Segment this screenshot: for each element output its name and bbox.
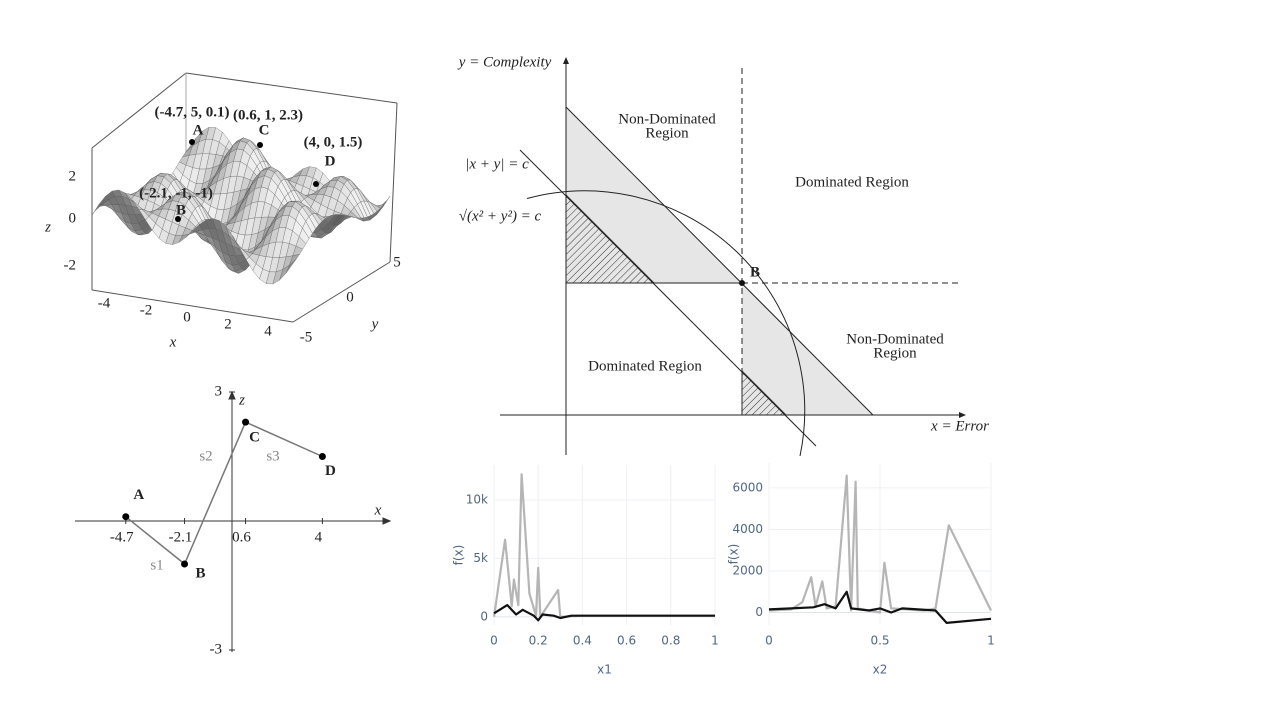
x-tick-label: 4 bbox=[264, 323, 272, 339]
point bbox=[181, 560, 189, 568]
pareto-shapes bbox=[500, 57, 966, 457]
segment-label: s1 bbox=[150, 557, 163, 573]
x-axis-label: x = Error bbox=[930, 418, 989, 434]
z-tick-label: 0 bbox=[69, 210, 77, 226]
x-axis-label: x bbox=[169, 334, 177, 350]
region-label: Region bbox=[873, 345, 917, 361]
point-label: D bbox=[325, 153, 336, 169]
z-tick-label: -3 bbox=[210, 641, 223, 657]
point-coordinates: (-4.7, 5, 0.1) bbox=[155, 104, 230, 120]
point-label: B bbox=[196, 565, 206, 581]
point bbox=[122, 513, 130, 521]
point-label: C bbox=[249, 430, 260, 446]
y-axis-label: f(x) bbox=[452, 545, 466, 566]
x-tick-label: 0.5 bbox=[870, 634, 889, 648]
surface-box bbox=[91, 72, 398, 323]
x-tick-label: 0 bbox=[183, 309, 191, 325]
x-tick-label: 4 bbox=[315, 529, 323, 545]
surface-point bbox=[257, 142, 263, 148]
z-axis-label: z bbox=[238, 392, 245, 408]
point-label: B bbox=[176, 202, 186, 218]
point-coordinates: (0.6, 1, 2.3) bbox=[233, 107, 303, 123]
y-tick-label: 2000 bbox=[732, 564, 763, 578]
x-tick-label: 0.6 bbox=[617, 634, 636, 648]
y-tick-label: 5 bbox=[393, 254, 401, 270]
y-axis-label: y = Complexity bbox=[457, 54, 552, 70]
x-tick-label: 0.2 bbox=[529, 634, 548, 648]
y-tick-label: 4000 bbox=[732, 522, 763, 536]
segment-label: s3 bbox=[266, 448, 279, 464]
z-tick-label: 3 bbox=[215, 383, 223, 399]
surface-facet bbox=[286, 259, 297, 273]
x-tick-label: -4.7 bbox=[110, 529, 134, 545]
z-tick-label: -2 bbox=[64, 257, 77, 273]
x-axis-label: x1 bbox=[597, 663, 612, 677]
point bbox=[242, 418, 250, 426]
point-coordinates: (4, 0, 1.5) bbox=[304, 134, 363, 150]
segment-axes bbox=[75, 390, 392, 652]
series-line bbox=[492, 473, 715, 618]
segment bbox=[183, 421, 247, 565]
x-tick-label: -2.1 bbox=[169, 529, 193, 545]
y-axis-label: y bbox=[370, 316, 379, 332]
y-tick-label: 10k bbox=[466, 493, 488, 507]
region-label: Non-Dominated bbox=[618, 111, 716, 127]
x-tick-label: 0.4 bbox=[573, 634, 592, 648]
surface bbox=[91, 126, 391, 285]
segment bbox=[125, 516, 186, 565]
point-label: A bbox=[133, 487, 144, 503]
point bbox=[318, 453, 326, 460]
point-label: D bbox=[325, 463, 336, 479]
surface-point bbox=[175, 216, 181, 222]
point-label: A bbox=[193, 122, 204, 138]
x-axis-label: x2 bbox=[873, 663, 888, 677]
x-tick-label: -4 bbox=[98, 295, 111, 311]
x-tick-label: 1 bbox=[987, 634, 995, 648]
circle-label: √(x² + y²) = c bbox=[459, 208, 542, 224]
surface-point bbox=[189, 139, 195, 145]
region-label: Dominated Region bbox=[588, 358, 702, 374]
point-label: B bbox=[750, 264, 760, 280]
segment bbox=[245, 421, 323, 458]
region-label: Dominated Region bbox=[795, 174, 909, 190]
x-tick-label: 0.8 bbox=[661, 634, 680, 648]
x-axis-label: x bbox=[374, 502, 382, 518]
y-tick-label: 0 bbox=[480, 609, 488, 623]
y-axis-label: f(x) bbox=[727, 544, 741, 565]
region-label: Non-Dominated bbox=[846, 331, 944, 347]
y-tick-label: 5k bbox=[473, 551, 488, 565]
series-line bbox=[493, 604, 715, 622]
surface-point bbox=[313, 181, 319, 187]
point-coordinates: (-2.1, -1, -1) bbox=[139, 185, 213, 201]
series-line bbox=[768, 590, 992, 624]
region-label: Region bbox=[645, 125, 689, 141]
y-tick-label: 6000 bbox=[732, 480, 763, 494]
line-label: |x + y| = c bbox=[465, 156, 529, 172]
x-tick-label: 0 bbox=[490, 634, 498, 648]
z-axis-label: z bbox=[44, 219, 51, 235]
x-tick-label: 0 bbox=[765, 634, 773, 648]
x-tick-label: -2 bbox=[140, 302, 153, 318]
y-tick-label: 0 bbox=[755, 605, 763, 619]
x-tick-label: 1 bbox=[711, 634, 719, 648]
x-tick-label: 2 bbox=[224, 316, 232, 332]
z-tick-label: 2 bbox=[69, 168, 77, 184]
y-tick-label: 0 bbox=[346, 289, 354, 305]
x-tick-label: 0.6 bbox=[232, 529, 251, 545]
point-label: C bbox=[259, 122, 270, 138]
y-tick-label: -5 bbox=[300, 329, 313, 345]
segment-label: s2 bbox=[199, 448, 212, 464]
